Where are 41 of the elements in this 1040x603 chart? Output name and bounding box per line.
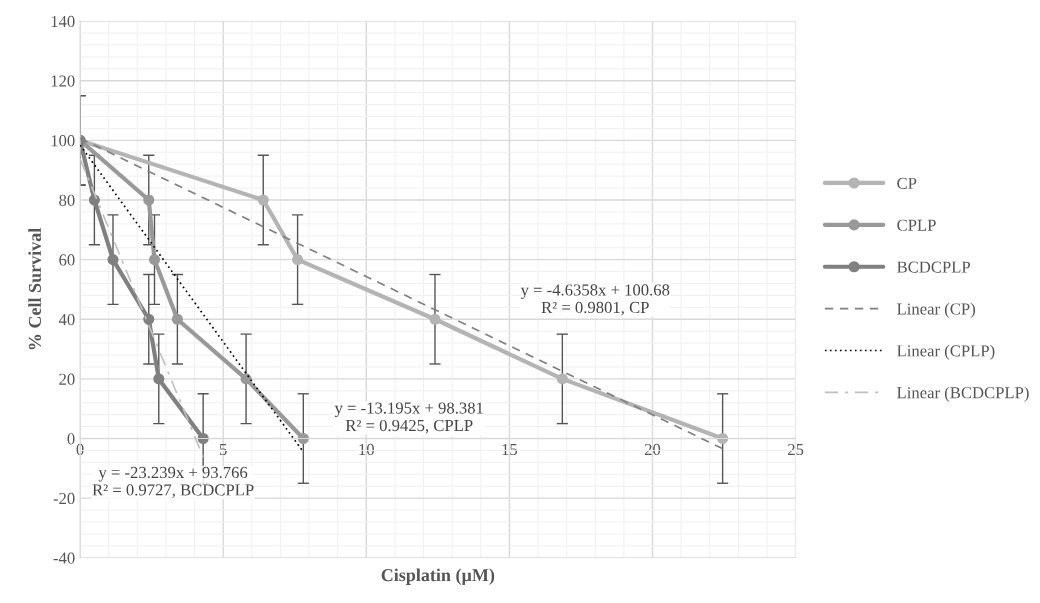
y-tick-label: 120: [51, 75, 75, 87]
point: [257, 194, 269, 206]
y-tick-label: 100: [51, 135, 75, 147]
x-axis-title: Cisplatin (µM): [381, 568, 495, 585]
legend-label: CPLP: [897, 219, 936, 231]
y-tick-label: 80: [59, 194, 75, 206]
point: [292, 254, 304, 266]
point: [148, 254, 161, 266]
y-tick-label: 0: [67, 433, 75, 445]
legend-label: Linear (CP): [897, 302, 975, 318]
x-tick-label: 20: [644, 443, 661, 456]
legend-label: Linear (CPLP): [897, 344, 995, 360]
x-tick-label: 10: [359, 443, 374, 456]
legend-label: CP: [897, 177, 917, 189]
y-axis-title: % Cell Survival: [28, 228, 42, 350]
point: [88, 194, 100, 206]
point: [143, 194, 155, 206]
point: [556, 373, 568, 385]
x-tick-label: 5: [219, 444, 227, 456]
point: [429, 313, 441, 325]
annotation: y = -23.239x + 93.766 R² = 0.9727, BCDCPLP: [92, 466, 254, 498]
point: [717, 432, 729, 445]
point: [153, 373, 165, 385]
x-tick-label: 15: [502, 443, 518, 456]
point: [240, 373, 252, 385]
legend-label: Linear (BCDCPLP): [897, 386, 1029, 402]
point: [107, 254, 119, 266]
y-tick-label: 140: [51, 15, 75, 28]
y-tick-label: -20: [53, 492, 75, 505]
annotation: y = -13.195x + 98.381 R² = 0.9425, CPLP: [334, 402, 483, 434]
legend-label: BCDCPLP: [897, 261, 971, 273]
y-tick-label: -40: [53, 552, 75, 564]
y-tick-label: 20: [59, 373, 75, 385]
point: [297, 432, 309, 445]
annotation: y = -4.6358x + 100.68 R² = 0.9801, CP: [520, 284, 670, 316]
point: [143, 313, 155, 325]
y-tick-label: 60: [59, 254, 75, 266]
y-tick-label: 40: [58, 313, 75, 326]
point: [171, 313, 183, 325]
x-tick-label: 0: [76, 443, 84, 456]
x-tick-label: 25: [788, 443, 804, 456]
